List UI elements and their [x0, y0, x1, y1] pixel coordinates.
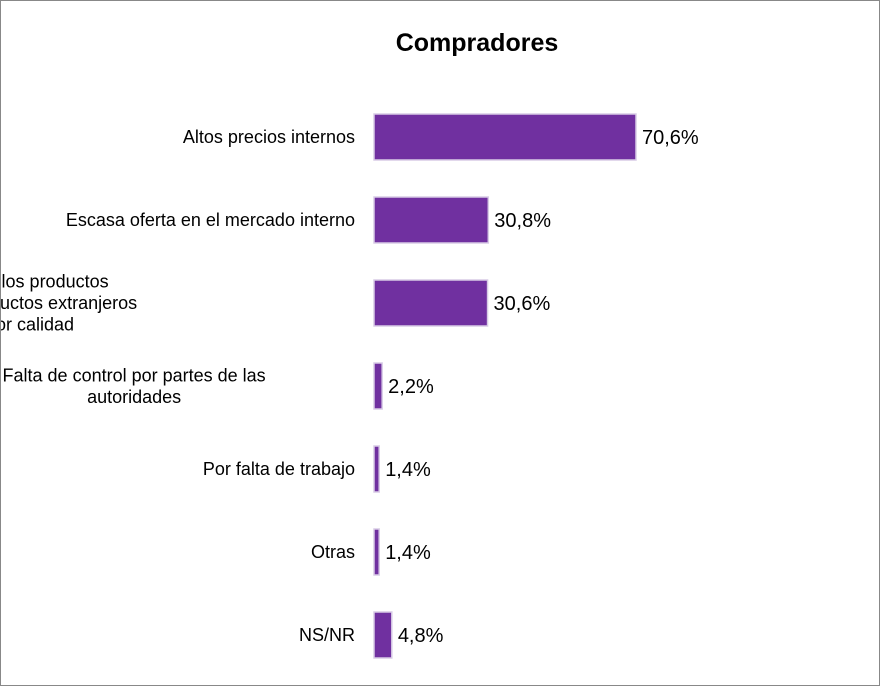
category-label-3: Baja calidad de los productosnacionales/…: [1, 272, 137, 335]
bar-3: [373, 279, 489, 327]
bar-6: [373, 528, 380, 576]
bar-5: [373, 445, 380, 493]
category-label-1: Altos precios internos: [183, 127, 355, 147]
category-label-6: Otras: [311, 542, 355, 562]
category-label-2: Escasa oferta en el mercado interno: [66, 210, 355, 230]
bar-2: [373, 196, 490, 244]
data-label-4: 2,2%: [388, 376, 434, 398]
chart-title: Compradores: [395, 29, 559, 57]
data-label-1: 70,6%: [642, 127, 699, 149]
data-label-5: 1,4%: [385, 459, 431, 481]
bar-4: [373, 362, 383, 410]
data-label-3: 30,6%: [494, 293, 551, 315]
data-label-6: 1,4%: [385, 542, 431, 564]
data-label-2: 30,8%: [494, 210, 551, 232]
data-label-7: 4,8%: [398, 625, 444, 647]
bar-7: [373, 611, 393, 659]
category-label-5: Por falta de trabajo: [203, 459, 355, 479]
category-label-4: Falta de control por partes de las autori…: [3, 365, 266, 407]
category-label-7: NS/NR: [299, 625, 355, 645]
bar-1: [373, 113, 637, 161]
